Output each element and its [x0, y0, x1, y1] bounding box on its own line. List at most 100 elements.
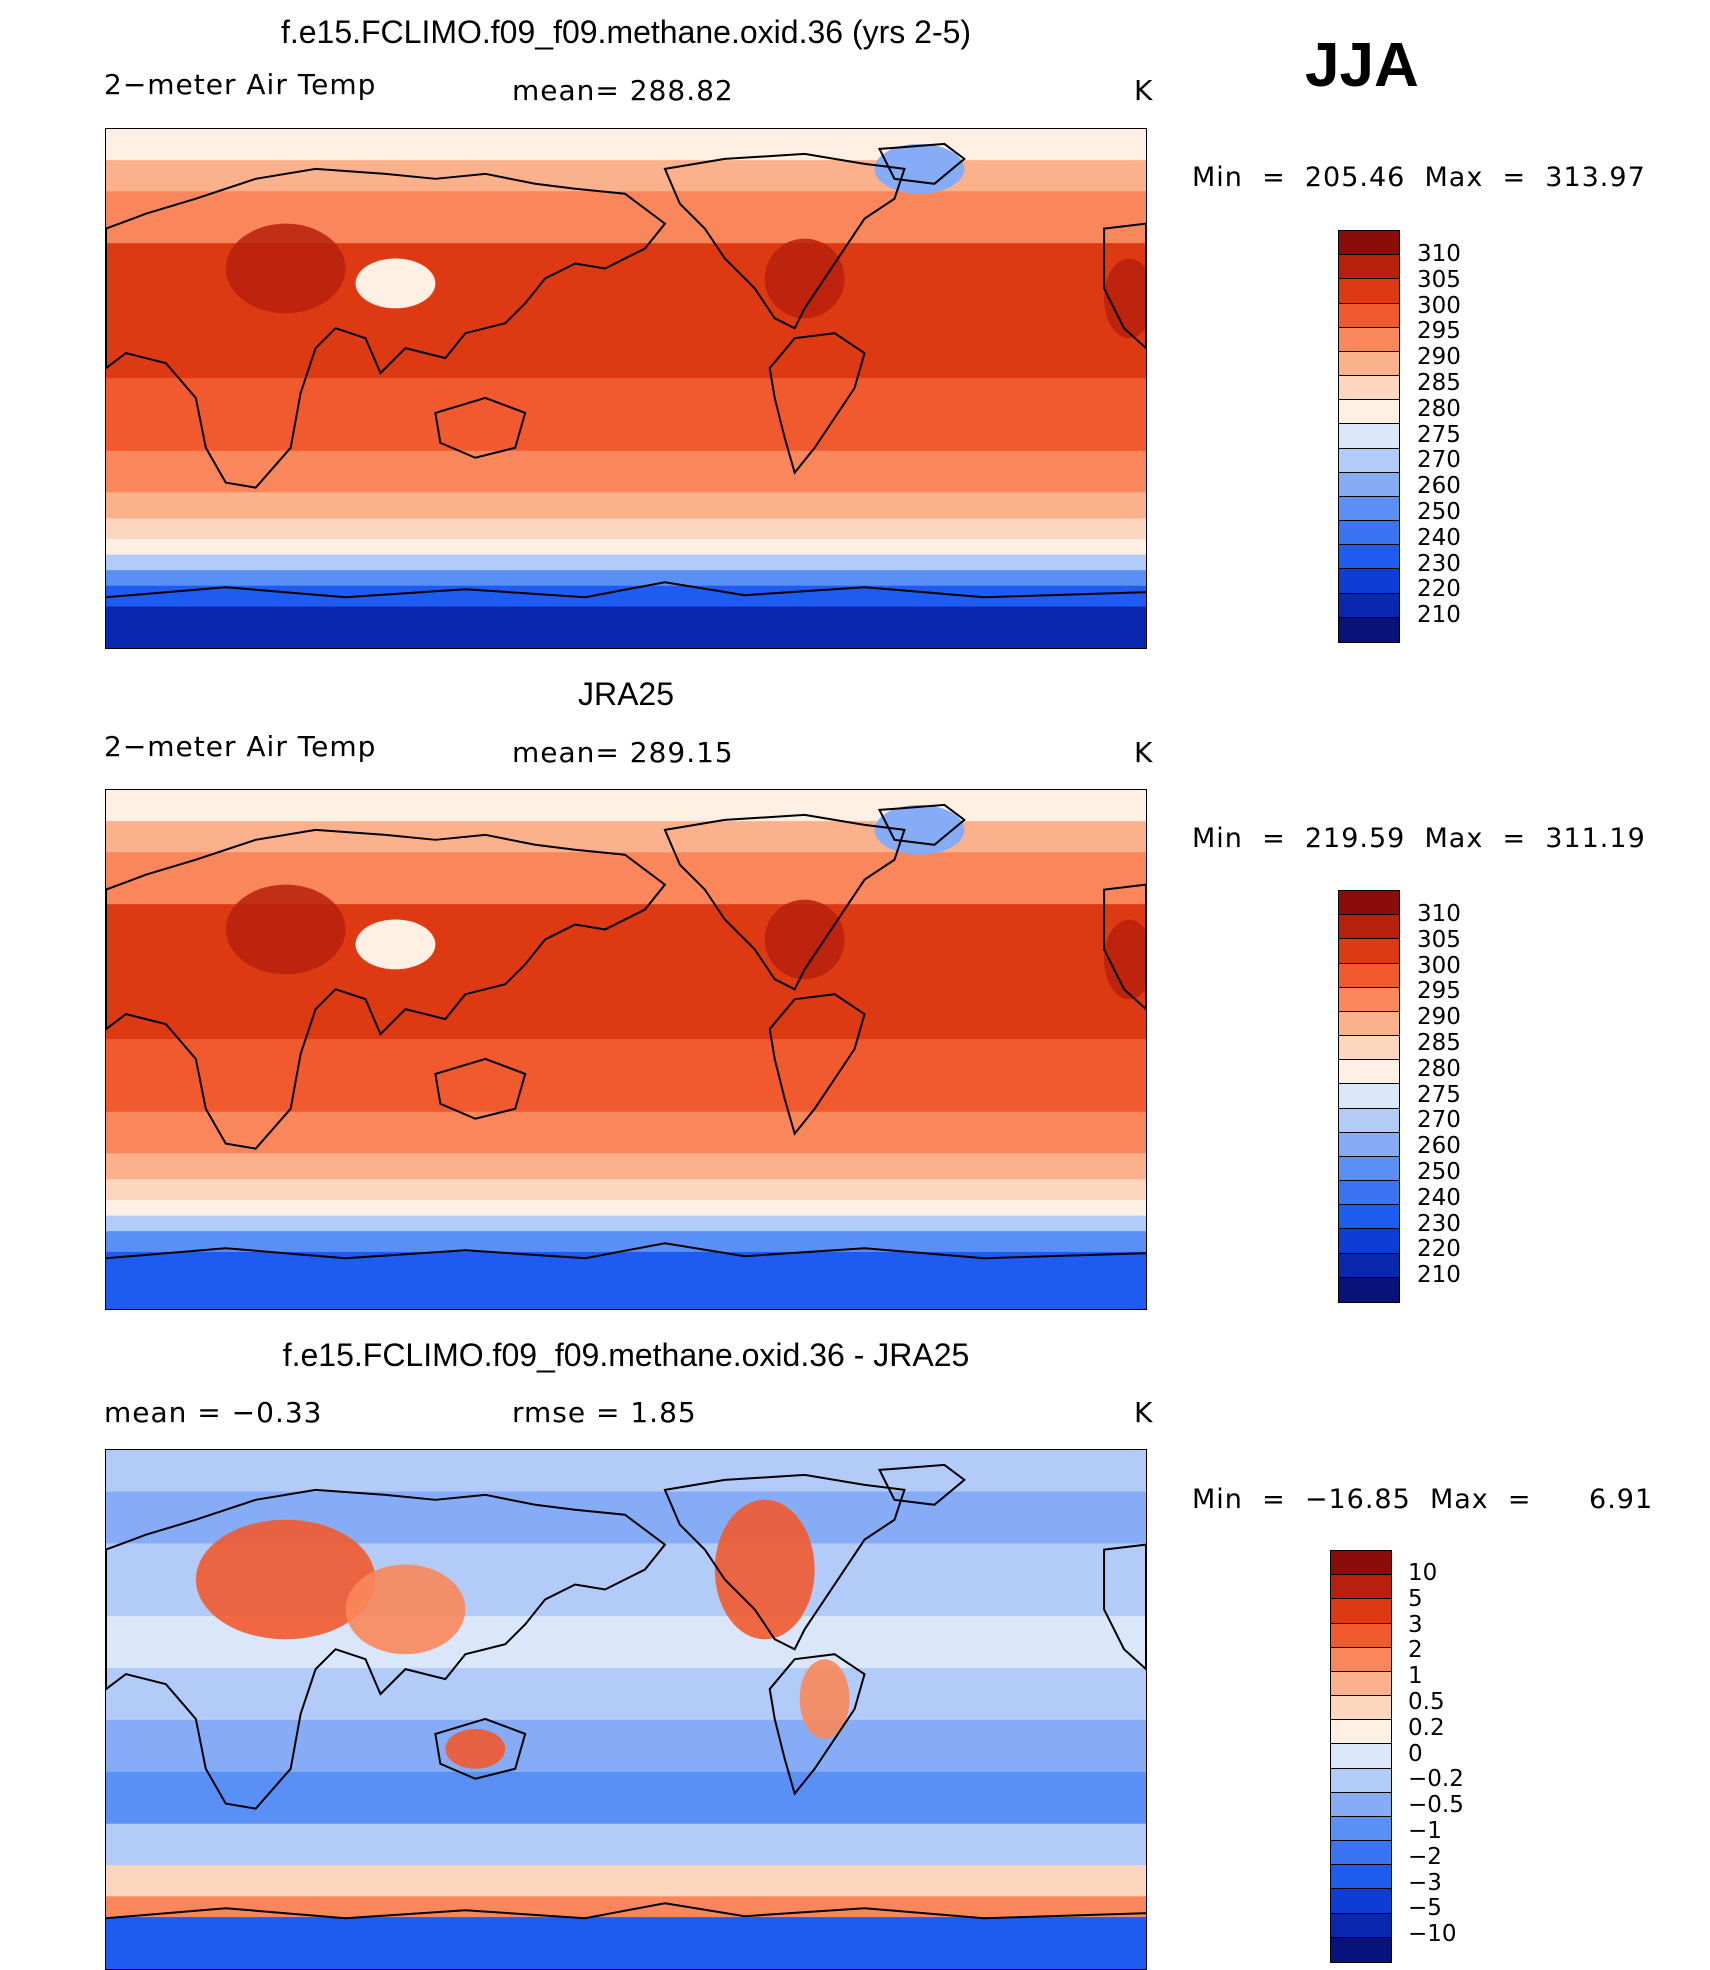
colorbar-box	[1331, 1623, 1391, 1648]
coastline	[106, 828, 667, 1150]
colorbar-label: 250	[1417, 499, 1461, 525]
colorbar-box	[1339, 1084, 1399, 1109]
warm-patch	[225, 884, 346, 975]
panel3-rmse-label: rmse = 1.85	[512, 1396, 697, 1429]
colorbar-label: 275	[1417, 1081, 1461, 1108]
colorbar-box	[1339, 545, 1399, 570]
anomaly-patch	[195, 1519, 376, 1640]
colorbar-label: 210	[1417, 602, 1461, 629]
colorbar-box	[1339, 424, 1399, 449]
colorbar-label: 0.5	[1408, 1689, 1445, 1715]
colorbar-box	[1339, 1011, 1399, 1037]
colorbar-box	[1331, 1575, 1391, 1600]
zonal-band	[106, 606, 1146, 648]
tibet-plateau	[355, 919, 436, 970]
zonal-band	[106, 1039, 1146, 1113]
colorbar-label: −0.2	[1408, 1766, 1464, 1793]
colorbar-box	[1339, 593, 1399, 618]
colorbar-box	[1339, 987, 1399, 1012]
warm-patch	[1104, 919, 1146, 1000]
zonal-band	[106, 1179, 1146, 1202]
zonal-band	[106, 518, 1146, 541]
greenland-cold	[874, 143, 965, 194]
anomaly-patch	[345, 1564, 466, 1655]
colorbar-label: 290	[1417, 1004, 1461, 1031]
colorbar-box	[1339, 1205, 1399, 1230]
colorbar-label: 270	[1417, 447, 1461, 474]
colorbar-label: 295	[1417, 318, 1461, 345]
zonal-band	[106, 554, 1146, 572]
colorbar-label: 220	[1417, 576, 1461, 603]
colorbar-box	[1331, 1744, 1391, 1769]
anomaly-patch	[445, 1728, 506, 1769]
zonal-band	[106, 1865, 1146, 1898]
colorbar-box	[1331, 1913, 1391, 1938]
coastline	[106, 1902, 1146, 1920]
panel3-units: K	[1134, 1396, 1154, 1429]
colorbar-box	[1339, 327, 1399, 352]
coastline	[663, 1473, 906, 1651]
colorbar-box	[1339, 1181, 1399, 1206]
zonal-band	[106, 1667, 1146, 1721]
panel2-mean-label: mean= 289.15	[512, 736, 734, 769]
colorbar-box	[1339, 376, 1399, 401]
panel1-units: K	[1134, 74, 1154, 107]
colorbar-label: 10	[1408, 1560, 1438, 1586]
panel1-map-svg	[106, 129, 1146, 648]
colorbar-label: 0.2	[1408, 1714, 1445, 1741]
colorbar-box	[1331, 1889, 1391, 1914]
colorbar-box	[1331, 1696, 1391, 1721]
colorbar-label: 305	[1417, 926, 1461, 953]
colorbar-box	[1339, 496, 1399, 522]
colorbar-label: −10	[1408, 1921, 1457, 1948]
colorbar-box	[1339, 891, 1399, 916]
colorbar-label: 2	[1408, 1637, 1423, 1664]
colorbar-label: −3	[1408, 1869, 1442, 1896]
colorbar-box	[1339, 1277, 1399, 1302]
colorbar-box	[1339, 231, 1399, 256]
colorbar-label: −1	[1408, 1818, 1442, 1844]
zonal-band	[106, 1719, 1146, 1773]
panel2-map-svg	[106, 790, 1146, 1309]
coastline	[877, 1463, 966, 1506]
coastline	[106, 1242, 1146, 1260]
coastline	[434, 1057, 527, 1120]
colorbar-box	[1339, 1060, 1399, 1085]
colorbar-label: 240	[1417, 524, 1461, 551]
colorbar-box	[1339, 617, 1399, 642]
coastline	[663, 152, 906, 330]
coastline	[1103, 883, 1146, 1011]
colorbar-box	[1331, 1841, 1391, 1866]
panel1-colorbar	[1338, 230, 1400, 643]
colorbar-label: 260	[1417, 1133, 1461, 1160]
coastline	[434, 1717, 527, 1780]
zonal-band	[106, 1823, 1146, 1867]
colorbar-box	[1339, 569, 1399, 594]
colorbar-box	[1331, 1792, 1391, 1817]
anomaly-patch	[714, 1499, 815, 1640]
zonal-band	[106, 790, 1146, 823]
colorbar-box	[1339, 1108, 1399, 1133]
coastline	[1103, 222, 1146, 350]
colorbar-box	[1339, 1229, 1399, 1254]
colorbar-box	[1331, 1816, 1391, 1842]
warm-patch	[1104, 258, 1146, 339]
zonal-band	[106, 378, 1146, 452]
colorbar-label: −0.5	[1408, 1792, 1464, 1819]
colorbar-box	[1339, 915, 1399, 940]
zonal-band	[106, 821, 1146, 854]
coastline	[434, 396, 527, 459]
colorbar-label: 240	[1417, 1184, 1461, 1211]
colorbar-box	[1339, 1132, 1399, 1157]
colorbar-label: −2	[1408, 1843, 1442, 1870]
coastline	[106, 167, 667, 489]
coastline	[768, 1653, 866, 1796]
colorbar-label: 210	[1417, 1262, 1461, 1289]
panel1-minmax: Min = 205.46 Max = 313.97	[1192, 162, 1646, 193]
colorbar-box	[1339, 472, 1399, 497]
zonal-band	[106, 1231, 1146, 1253]
colorbar-label: 220	[1417, 1236, 1461, 1263]
warm-patch	[764, 899, 845, 980]
panel3-minmax: Min = −16.85 Max = 6.91	[1192, 1484, 1654, 1515]
zonal-band	[106, 585, 1146, 608]
